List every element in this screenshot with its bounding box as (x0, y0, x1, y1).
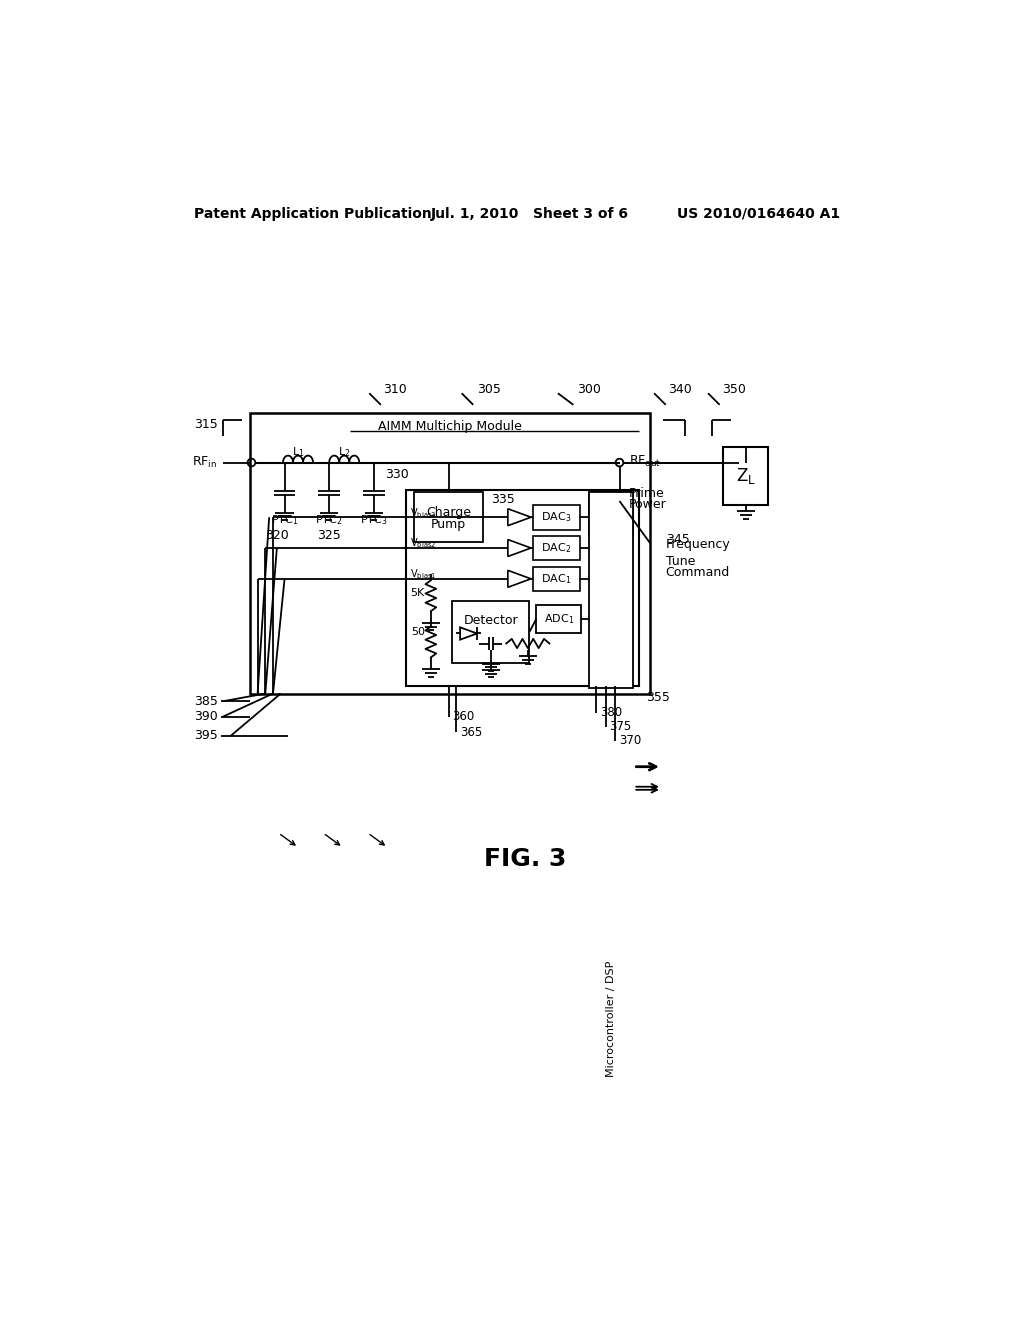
Text: $\mathregular{V_{bias1}}$: $\mathregular{V_{bias1}}$ (410, 568, 436, 581)
Bar (532, 536, 581, 561)
Text: $\mathregular{DAC_2}$: $\mathregular{DAC_2}$ (542, 541, 571, 554)
Bar (532, 506, 581, 529)
Text: $\mathregular{PTC_1}$: $\mathregular{PTC_1}$ (270, 513, 298, 527)
Text: 330: 330 (385, 467, 409, 480)
Text: 50: 50 (411, 627, 425, 638)
Text: $\mathregular{Z_L}$: $\mathregular{Z_L}$ (736, 466, 756, 486)
Text: AIMM Multichip Module: AIMM Multichip Module (378, 420, 522, 433)
Text: Detector: Detector (464, 614, 518, 627)
Bar (453, 601, 529, 663)
Text: 315: 315 (194, 417, 217, 430)
Text: $\mathregular{L_1}$: $\mathregular{L_1}$ (292, 445, 305, 458)
Text: Power: Power (629, 499, 667, 511)
Text: 385: 385 (194, 694, 217, 708)
Text: 340: 340 (668, 383, 692, 396)
Text: 395: 395 (194, 730, 217, 742)
Text: $\mathregular{V_{bias2}}$: $\mathregular{V_{bias2}}$ (410, 536, 436, 550)
Bar (414, 492, 483, 543)
Text: FIG. 3: FIG. 3 (483, 847, 566, 871)
Bar (537, 605, 581, 632)
Text: 320: 320 (265, 529, 289, 543)
Text: 350: 350 (722, 383, 745, 396)
Bar (589, 492, 634, 688)
Text: Frequency: Frequency (666, 539, 730, 552)
Text: 380: 380 (600, 706, 623, 719)
Text: US 2010/0164640 A1: US 2010/0164640 A1 (677, 207, 841, 220)
Text: 365: 365 (460, 726, 482, 739)
Text: 390: 390 (194, 710, 217, 723)
Text: 300: 300 (578, 383, 601, 396)
Text: $\mathregular{PTC_2}$: $\mathregular{PTC_2}$ (315, 513, 343, 527)
Text: $\mathregular{ADC_1}$: $\mathregular{ADC_1}$ (544, 612, 573, 626)
Text: Patent Application Publication: Patent Application Publication (194, 207, 431, 220)
Text: $\mathregular{RF_{in}}$: $\mathregular{RF_{in}}$ (193, 455, 217, 470)
Text: 5K: 5K (411, 589, 425, 598)
Bar (532, 566, 581, 591)
Text: 375: 375 (609, 721, 632, 733)
Text: Microcontroller / DSP: Microcontroller / DSP (606, 961, 616, 1077)
Text: 305: 305 (477, 383, 501, 396)
Text: $\mathregular{DAC_1}$: $\mathregular{DAC_1}$ (542, 572, 571, 586)
Bar (589, 492, 634, 536)
Text: 370: 370 (618, 734, 641, 747)
Text: 355: 355 (646, 690, 671, 704)
Text: 345: 345 (666, 533, 689, 546)
Text: Prime: Prime (629, 487, 665, 500)
Bar (250, 413, 650, 693)
Text: Jul. 1, 2010   Sheet 3 of 6: Jul. 1, 2010 Sheet 3 of 6 (431, 207, 629, 220)
Text: Charge: Charge (426, 506, 471, 519)
Text: $\mathregular{DAC_3}$: $\mathregular{DAC_3}$ (542, 511, 571, 524)
Text: 325: 325 (317, 529, 341, 543)
Text: 310: 310 (383, 383, 407, 396)
Text: Command: Command (666, 566, 730, 579)
Text: 360: 360 (453, 710, 475, 723)
Text: Pump: Pump (431, 519, 466, 532)
Text: $\mathregular{PTC_3}$: $\mathregular{PTC_3}$ (360, 513, 388, 527)
Text: $\mathregular{L_2}$: $\mathregular{L_2}$ (338, 445, 351, 458)
Bar (407, 490, 639, 686)
Text: 335: 335 (490, 492, 515, 506)
Bar (724, 447, 768, 506)
Text: $\mathregular{RF_{out}}$: $\mathregular{RF_{out}}$ (629, 454, 660, 469)
Text: Tune: Tune (666, 554, 695, 568)
Text: $\mathregular{V_{bias3}}$: $\mathregular{V_{bias3}}$ (410, 506, 436, 520)
